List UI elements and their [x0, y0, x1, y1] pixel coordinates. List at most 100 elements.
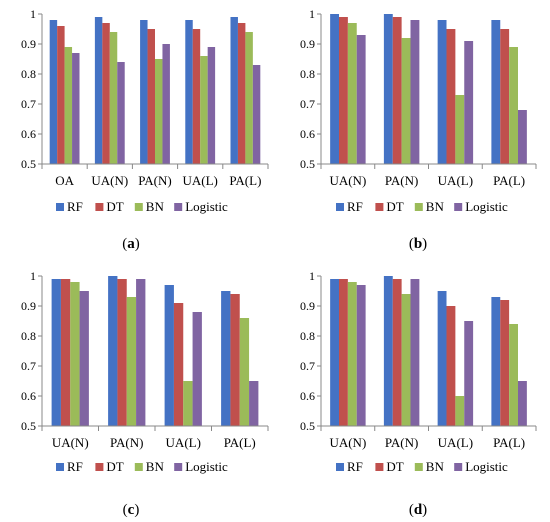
panel-a-bar-dt-1: [102, 23, 110, 164]
panel-c-bar-logistic-1: [136, 279, 146, 426]
panel-c-label: (c): [123, 502, 140, 518]
panel-d-legend-label: DT: [386, 459, 403, 474]
panel-b-bar-logistic-3: [517, 110, 527, 164]
panel-d-ytick-label: 0.7: [300, 359, 315, 373]
panel-c-category-label: UA(N): [52, 435, 89, 450]
panel-b-legend-swatch-rf: [336, 203, 344, 211]
panel-d-legend-swatch-bn: [414, 463, 423, 471]
panel-c-legend-swatch-dt: [95, 463, 104, 471]
panel-a-label: (a): [122, 236, 140, 252]
panel-a-bar-rf-2: [140, 20, 148, 164]
panel-a-bar-logistic-3: [207, 47, 216, 164]
panel-b-ytick-label: 0.6: [300, 127, 315, 141]
panel-d-ytick-label: 0.9: [300, 299, 315, 313]
panel-b-bar-dt-0: [339, 17, 348, 164]
panel-d-bar-logistic-1: [410, 279, 420, 426]
panel-b-ytick-label: 1: [309, 7, 315, 21]
panel-d-bar-rf-3: [491, 297, 501, 426]
panel-b-legend-label: Logistic: [465, 199, 508, 214]
panel-c-bar-bn-2: [183, 381, 193, 426]
panel-b-category-label: PA(L): [493, 173, 525, 188]
panel-c-category-label: UA(L): [166, 435, 201, 450]
panel-a-bar-logistic-4: [252, 65, 261, 164]
panel-c-ytick-label: 0.9: [21, 299, 36, 313]
panel-c-category-label: PA(N): [110, 435, 143, 450]
panel-b-bar-rf-2: [437, 20, 447, 164]
panel-a-bar-bn-4: [245, 32, 253, 164]
panel-a-bar-bn-1: [109, 32, 118, 164]
panel-d-bar-bn-1: [401, 294, 411, 426]
panel-a-ytick-label: 0.5: [21, 157, 36, 171]
panel-a-category-label: UA(L): [183, 173, 218, 188]
panel-b-legend-swatch-logistic: [454, 203, 463, 211]
panel-c-bar-bn-1: [126, 297, 137, 426]
panel-a-category-label: UA(N): [91, 173, 128, 188]
panel-a-bar-logistic-2: [162, 44, 170, 164]
panel-b-legend-label: RF: [347, 199, 363, 214]
panel-c-ytick-label: 1: [30, 269, 36, 283]
panel-c-bar-bn-0: [70, 282, 80, 426]
panel-a-legend-swatch-dt: [95, 203, 104, 211]
panel-d-bar-bn-2: [455, 396, 465, 426]
panel-a-bar-bn-2: [155, 59, 163, 164]
panel-b-bar-logistic-2: [464, 41, 474, 164]
panel-c-bar-dt-3: [230, 294, 240, 426]
panel-c-bar-dt-0: [60, 279, 71, 426]
panel-d-bar-logistic-3: [517, 381, 527, 426]
panel-c-bar-rf-3: [221, 291, 231, 426]
panel-c-legend-label: BN: [146, 459, 165, 474]
panel-a-category-label: OA: [55, 173, 74, 188]
panel-d-legend-label: RF: [347, 459, 363, 474]
panel-a-bar-dt-4: [237, 23, 246, 164]
panel-d-category-label: UA(N): [329, 435, 366, 450]
panel-b-bar-rf-3: [491, 20, 501, 164]
panel-d-category-label: UA(L): [438, 435, 473, 450]
panel-a-ytick-label: 1: [30, 7, 36, 21]
panel-b-bar-dt-3: [500, 29, 510, 164]
panel-d-ytick-label: 1: [309, 269, 315, 283]
panel-d-bar-rf-0: [330, 279, 340, 426]
panel-a-bar-dt-3: [192, 29, 201, 164]
panel-d-category-label: PA(N): [385, 435, 418, 450]
panel-c-ytick-label: 0.8: [21, 329, 36, 343]
panel-c-bar-dt-1: [117, 279, 127, 426]
panel-a-bar-bn-3: [200, 56, 208, 164]
panel-c-category-label: PA(L): [224, 435, 256, 450]
panel-c-bar-logistic-0: [79, 291, 89, 426]
panel-d-ytick-label: 0.6: [300, 389, 315, 403]
panel-a-ytick-label: 0.8: [21, 67, 36, 81]
panel-d-legend-swatch-logistic: [454, 463, 463, 471]
panel-b-bar-logistic-0: [356, 35, 366, 164]
panel-a-bar-logistic-0: [72, 53, 80, 164]
panel-b-ytick-label: 0.9: [300, 37, 315, 51]
panel-c-legend-label: Logistic: [185, 459, 228, 474]
panel-b-bar-rf-0: [330, 14, 340, 164]
panel-d-bar-dt-1: [392, 279, 402, 426]
panel-d-bar-logistic-0: [356, 285, 366, 426]
panel-d-bar-dt-0: [339, 279, 348, 426]
panel-d-bar-logistic-2: [464, 321, 474, 426]
panel-c-bar-rf-2: [164, 285, 174, 426]
panel-a-bar-rf-3: [185, 20, 193, 164]
panel-d-legend-swatch-dt: [375, 463, 384, 471]
panel-b-category-label: UA(L): [438, 173, 473, 188]
panel-b-label: (b): [409, 236, 427, 252]
panel-c-bar-dt-2: [173, 303, 184, 426]
panel-a-bar-logistic-1: [117, 62, 125, 164]
panel-b-bar-rf-1: [383, 14, 393, 164]
panel-b-bar-bn-2: [455, 95, 465, 164]
panel-d-category-label: PA(L): [493, 435, 525, 450]
panel-a-bar-bn-0: [64, 47, 73, 164]
panel-a-category-label: PA(N): [138, 173, 171, 188]
panel-a-ytick-label: 0.6: [21, 127, 36, 141]
panel-b-bar-bn-0: [347, 23, 357, 164]
panel-b-legend-swatch-bn: [414, 203, 423, 211]
panel-a-bar-dt-0: [57, 26, 65, 164]
panel-a-legend-swatch-logistic: [174, 203, 183, 211]
panel-b-bar-dt-2: [446, 29, 456, 164]
panel-a-ytick-label: 0.9: [21, 37, 36, 51]
panel-d-bar-bn-3: [509, 324, 518, 426]
panel-b-category-label: PA(N): [385, 173, 418, 188]
panel-a-bar-dt-2: [147, 29, 155, 164]
panel-a-bar-rf-0: [49, 20, 58, 164]
